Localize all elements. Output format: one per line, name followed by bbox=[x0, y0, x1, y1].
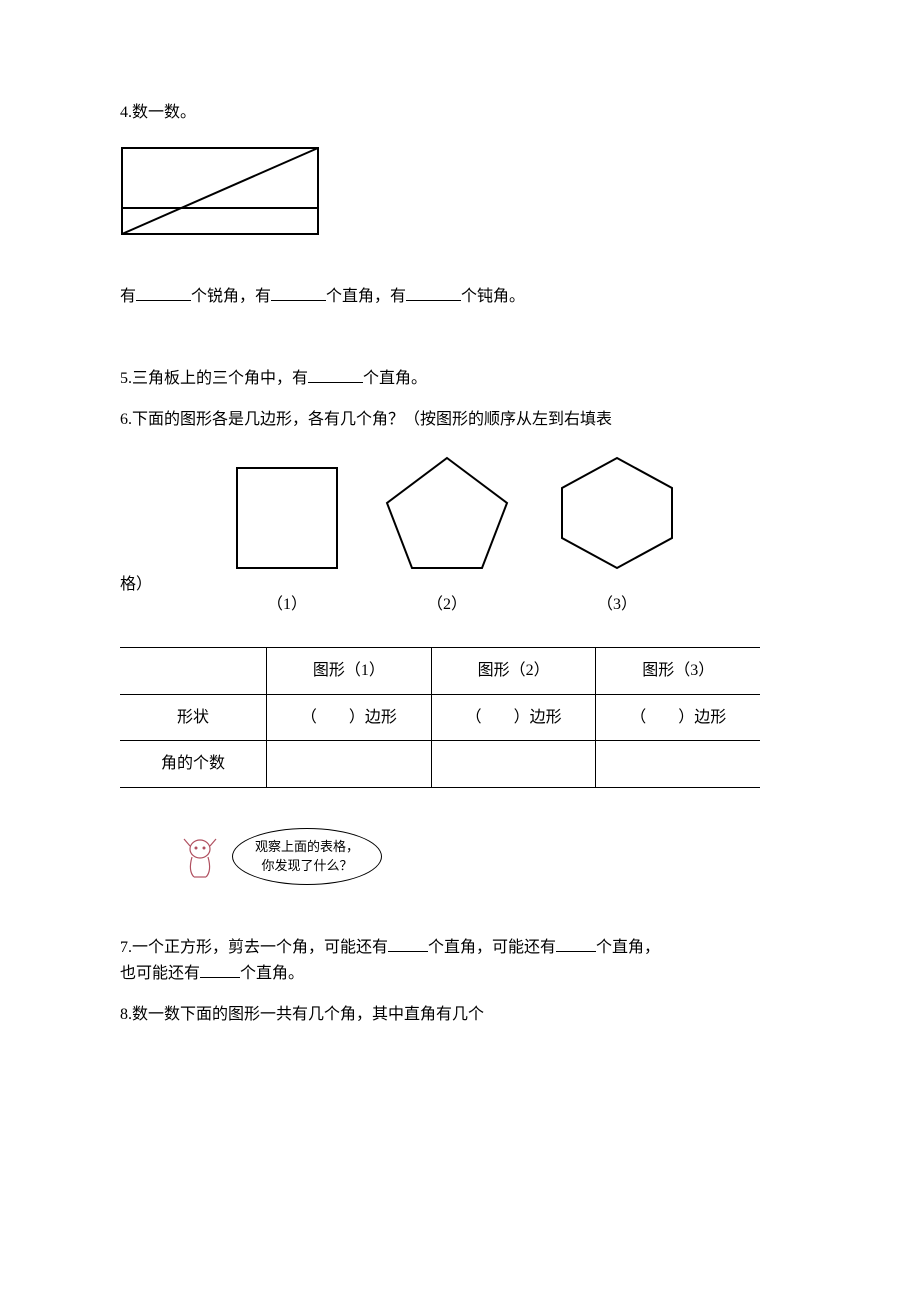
shape-label-1: （1） bbox=[232, 592, 342, 618]
q7-p1: 一个正方形，剪去一个角，可能还有 bbox=[132, 939, 388, 956]
q5-blank[interactable] bbox=[308, 366, 363, 383]
q4-p4: 个钝角。 bbox=[461, 288, 525, 305]
rectangle-diagonal-figure bbox=[120, 146, 320, 246]
row-shape-cell-1[interactable]: （ ）边形 bbox=[267, 694, 432, 741]
row-count-cell-3[interactable] bbox=[596, 741, 760, 788]
q8-number: 8. bbox=[120, 1006, 132, 1023]
th-shape2: 图形（2） bbox=[431, 648, 596, 695]
shape-pentagon: （2） bbox=[382, 453, 512, 617]
q6-table: 图形（1） 图形（2） 图形（3） 形状 （ ）边形 （ ）边形 （ ）边形 角… bbox=[120, 647, 760, 788]
row-shape-cell-3[interactable]: （ ）边形 bbox=[596, 694, 760, 741]
q7-blank-2[interactable] bbox=[556, 935, 596, 952]
row-shape-label: 形状 bbox=[120, 694, 267, 741]
q5-number: 5. bbox=[120, 370, 132, 387]
q4-title-text: 数一数。 bbox=[132, 104, 196, 121]
q5-before: 三角板上的三个角中，有 bbox=[132, 370, 308, 387]
q8-text: 数一数下面的图形一共有几个角，其中直角有几个 bbox=[132, 1006, 484, 1023]
question-8: 8.数一数下面的图形一共有几个角，其中直角有几个 bbox=[120, 1002, 800, 1028]
q7-p5: 个直角。 bbox=[240, 965, 304, 982]
shape-label-3: （3） bbox=[552, 592, 682, 618]
question-7-line1: 7.一个正方形，剪去一个角，可能还有 个直角，可能还有 个直角， bbox=[120, 935, 800, 961]
row-shape-cell-2[interactable]: （ ）边形 bbox=[431, 694, 596, 741]
question-6-line1: 6.下面的图形各是几边形，各有几个角？（按图形的顺序从左到右填表 bbox=[120, 407, 800, 433]
shape-hexagon: （3） bbox=[552, 453, 682, 617]
q7-blank-3[interactable] bbox=[200, 961, 240, 978]
q7-p2: 个直角，可能还有 bbox=[428, 939, 556, 956]
q5-after: 个直角。 bbox=[363, 370, 427, 387]
shape-label-2: （2） bbox=[382, 592, 512, 618]
th-shape1: 图形（1） bbox=[267, 648, 432, 695]
hexagon-icon bbox=[552, 453, 682, 573]
row-count-cell-1[interactable] bbox=[267, 741, 432, 788]
th-shape3: 图形（3） bbox=[596, 648, 760, 695]
q6-number: 6. bbox=[120, 411, 132, 428]
q7-number: 7. bbox=[120, 939, 132, 956]
mascot-icon bbox=[180, 831, 220, 881]
q4-blank-right[interactable] bbox=[271, 284, 326, 301]
q7-p3: 个直角， bbox=[596, 939, 660, 956]
pentagon-icon bbox=[382, 453, 512, 573]
q6-text: 下面的图形各是几边形，各有几个角？（按图形的顺序从左到右填表 bbox=[132, 411, 612, 428]
q4-p2: 个锐角，有 bbox=[191, 288, 271, 305]
q4-figure bbox=[120, 146, 800, 255]
table-row-header: 图形（1） 图形（2） 图形（3） bbox=[120, 648, 760, 695]
speech-block: 观察上面的表格， 你发现了什么？ bbox=[180, 828, 800, 885]
q6-ge: 格） bbox=[120, 576, 152, 593]
bubble-line2: 你发现了什么？ bbox=[255, 856, 359, 876]
question-5: 5.三角板上的三个角中，有 个直角。 bbox=[120, 366, 800, 392]
row-count-cell-2[interactable] bbox=[431, 741, 596, 788]
q4-answer-line: 有 个锐角，有 个直角，有 个钝角。 bbox=[120, 284, 800, 310]
row-count-label: 角的个数 bbox=[120, 741, 267, 788]
shape-square: （1） bbox=[232, 463, 342, 617]
q4-blank-acute[interactable] bbox=[136, 284, 191, 301]
q4-p3: 个直角，有 bbox=[326, 288, 406, 305]
speech-bubble: 观察上面的表格， 你发现了什么？ bbox=[232, 828, 382, 885]
th-empty bbox=[120, 648, 267, 695]
table-row-shape: 形状 （ ）边形 （ ）边形 （ ）边形 bbox=[120, 694, 760, 741]
question-4-title: 4.数一数。 bbox=[120, 100, 800, 126]
q4-p1: 有 bbox=[120, 288, 136, 305]
question-7-line2: 也可能还有 个直角。 bbox=[120, 961, 800, 987]
q4-number: 4. bbox=[120, 104, 132, 121]
q4-blank-obtuse[interactable] bbox=[406, 284, 461, 301]
square-icon bbox=[232, 463, 342, 573]
table-row-count: 角的个数 bbox=[120, 741, 760, 788]
q7-blank-1[interactable] bbox=[388, 935, 428, 952]
bubble-line1: 观察上面的表格， bbox=[255, 837, 359, 857]
q7-p4: 也可能还有 bbox=[120, 965, 200, 982]
